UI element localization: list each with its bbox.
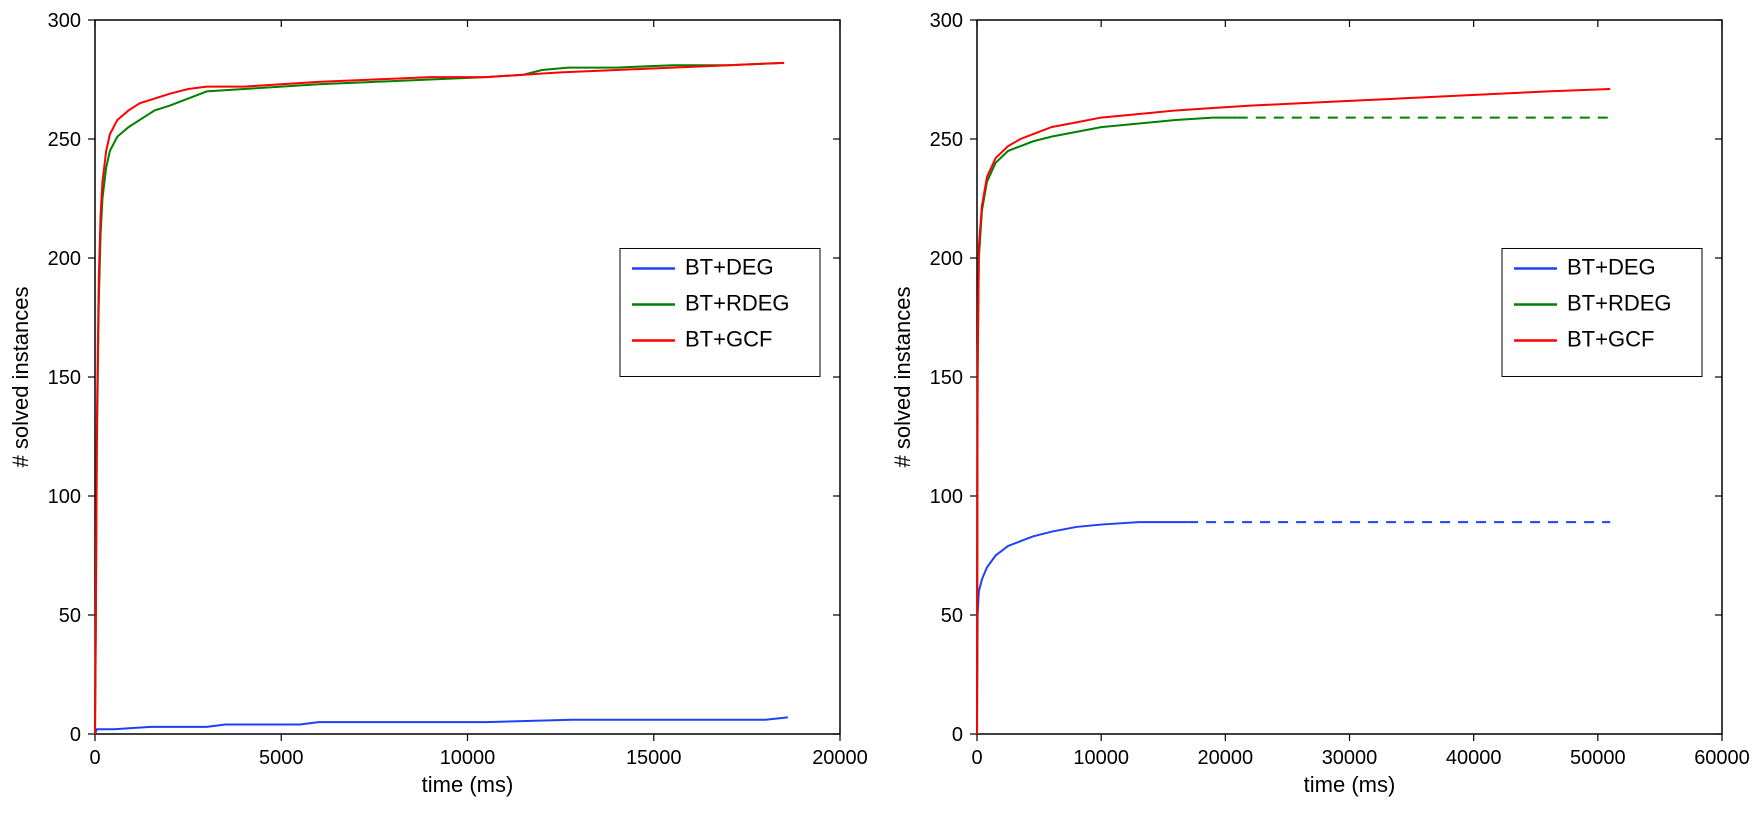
y-tick-label: 250 xyxy=(929,129,962,151)
y-tick-label: 250 xyxy=(48,129,81,151)
figure-container: 05000100001500020000050100150200250300ti… xyxy=(0,0,1763,814)
x-tick-label: 10000 xyxy=(1073,747,1129,769)
x-tick-label: 20000 xyxy=(812,747,868,769)
x-tick-label: 50000 xyxy=(1570,747,1626,769)
x-tick-label: 0 xyxy=(89,747,100,769)
legend-label-0: BT+DEG xyxy=(685,254,774,279)
y-tick-label: 0 xyxy=(70,724,81,746)
y-tick-label: 50 xyxy=(59,605,81,627)
x-axis-label: time (ms) xyxy=(1303,772,1395,797)
y-tick-label: 150 xyxy=(929,367,962,389)
legend-label-2: BT+GCF xyxy=(685,326,772,351)
y-axis-label: # solved instances xyxy=(890,287,915,468)
x-tick-label: 15000 xyxy=(626,747,682,769)
y-tick-label: 0 xyxy=(951,724,962,746)
y-tick-label: 50 xyxy=(940,605,962,627)
series-bt_gcf xyxy=(95,63,784,734)
series-bt_deg-solid xyxy=(977,522,1188,734)
series-bt_gcf-solid xyxy=(977,89,1610,734)
series-bt_deg xyxy=(95,717,788,734)
x-axis-label: time (ms) xyxy=(422,772,514,797)
legend-label-2: BT+GCF xyxy=(1567,326,1654,351)
plot-frame xyxy=(95,20,840,734)
legend-label-1: BT+RDEG xyxy=(1567,290,1672,315)
left-subplot: 0 5000 10000 15000 20000 0 50 100 150 200 250 300 ti… xyxy=(0,0,882,814)
y-tick-label: 300 xyxy=(929,10,962,32)
y-tick-label: 150 xyxy=(48,367,81,389)
x-tick-label: 10000 xyxy=(440,747,496,769)
left-chart-svg: 0 5000 10000 15000 20000 0 50 100 150 200 250 300 ti… xyxy=(0,0,880,814)
x-tick-label: 40000 xyxy=(1445,747,1501,769)
x-tick-label: 30000 xyxy=(1321,747,1377,769)
legend-label-0: BT+DEG xyxy=(1567,254,1656,279)
series-bt_rdeg xyxy=(95,63,784,734)
x-tick-label: 20000 xyxy=(1197,747,1253,769)
series-bt_rdeg-solid xyxy=(977,118,1238,734)
right-subplot: 0 10000 20000 30000 40000 50000 60000 0 50 100 150… xyxy=(882,0,1763,814)
x-tick-label: 0 xyxy=(971,747,982,769)
y-tick-label: 100 xyxy=(48,486,81,508)
x-tick-label: 5000 xyxy=(259,747,304,769)
y-tick-label: 300 xyxy=(48,10,81,32)
y-tick-label: 200 xyxy=(48,248,81,270)
x-tick-label: 60000 xyxy=(1694,747,1750,769)
y-tick-label: 200 xyxy=(929,248,962,270)
y-tick-label: 100 xyxy=(929,486,962,508)
legend-label-1: BT+RDEG xyxy=(685,290,790,315)
plot-frame xyxy=(977,20,1722,734)
y-axis-label: # solved instances xyxy=(8,287,33,468)
right-chart-svg: 0 10000 20000 30000 40000 50000 60000 0 50 100 150… xyxy=(882,0,1762,814)
